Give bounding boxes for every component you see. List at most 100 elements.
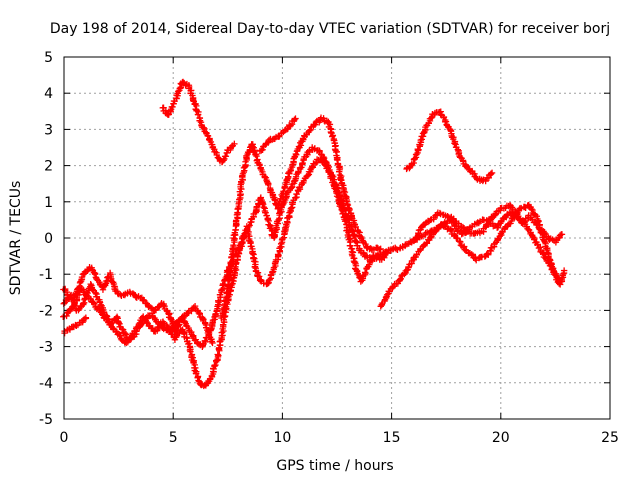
data-point	[91, 270, 99, 278]
data-point	[487, 170, 495, 177]
plot-frame	[63, 56, 611, 420]
data-point	[459, 223, 467, 231]
data-point	[265, 279, 272, 286]
data-point	[344, 200, 351, 208]
data-point	[115, 319, 123, 327]
data-point	[401, 270, 408, 278]
data-point	[346, 206, 353, 214]
data-point	[547, 262, 555, 270]
data-point	[159, 324, 167, 331]
data-point	[383, 291, 391, 298]
data-point	[361, 269, 369, 276]
data-point	[420, 242, 427, 250]
data-point	[507, 202, 514, 210]
data-point	[336, 168, 343, 175]
data-point	[298, 164, 305, 171]
data-point	[92, 289, 99, 296]
y-tick-label: -4	[39, 376, 53, 392]
data-point	[447, 226, 455, 233]
data-point	[257, 165, 264, 172]
data-point	[437, 111, 444, 118]
data-point	[451, 140, 458, 147]
y-tick-label: 1	[44, 195, 53, 211]
data-point	[194, 374, 201, 381]
y-tick-label: 2	[44, 159, 53, 175]
data-point	[264, 280, 271, 287]
x-tick-label: 10	[273, 430, 291, 446]
y-tick-label: -3	[39, 340, 53, 356]
x-tick-label: 25	[601, 430, 619, 446]
series-track-d	[217, 114, 384, 322]
data-point	[427, 216, 434, 224]
data-point	[219, 321, 227, 329]
data-point	[231, 140, 238, 148]
data-point	[392, 245, 400, 253]
data-point	[560, 270, 567, 278]
series-track-h	[377, 201, 568, 310]
y-tick-label: 4	[44, 86, 53, 102]
data-point	[265, 181, 272, 188]
data-point	[304, 172, 312, 179]
data-point	[528, 205, 535, 213]
data-point	[101, 281, 109, 288]
data-point	[160, 302, 167, 309]
data-point	[80, 300, 87, 307]
data-point	[222, 153, 230, 160]
data-point	[339, 210, 346, 218]
data-point	[292, 115, 299, 122]
data-point	[275, 216, 282, 223]
data-point	[218, 287, 225, 294]
series-track-j	[60, 284, 216, 347]
data-point	[440, 113, 448, 121]
data-point	[280, 188, 287, 195]
data-point	[230, 241, 237, 249]
data-point	[181, 319, 188, 326]
data-point	[200, 124, 207, 131]
x-tick-label: 15	[383, 430, 401, 446]
data-point	[556, 278, 563, 285]
data-point	[236, 244, 243, 251]
data-point	[212, 361, 219, 369]
grid-layer	[64, 57, 610, 419]
data-point	[140, 296, 147, 304]
data-point	[333, 193, 341, 200]
data-point	[90, 299, 97, 306]
data-point	[204, 326, 211, 334]
data-point	[558, 231, 566, 238]
series-track-g	[403, 108, 496, 185]
y-tick-label: -1	[39, 267, 53, 283]
data-point	[355, 228, 362, 235]
data-point	[279, 235, 286, 243]
marks-layer	[60, 78, 568, 390]
data-point	[488, 169, 496, 177]
data-point	[229, 257, 236, 265]
data-point	[223, 289, 230, 297]
data-point	[482, 177, 489, 185]
data-point	[291, 116, 298, 123]
data-point	[468, 251, 475, 258]
data-point	[214, 351, 221, 358]
data-point	[99, 286, 107, 293]
data-point	[121, 329, 129, 337]
y-tick-label: 0	[44, 231, 53, 247]
tick-layer: 0 5 10 15 20 25 -5 -4 -3 -2 -1 0 1 2 3 4 5	[39, 50, 619, 446]
x-axis-label: GPS time / hours	[276, 458, 393, 474]
data-point	[292, 194, 299, 202]
data-point	[560, 267, 568, 274]
data-point	[260, 203, 267, 211]
data-point	[415, 229, 422, 237]
data-point	[331, 185, 338, 192]
x-tick-label: 20	[492, 430, 510, 446]
data-point	[255, 273, 263, 280]
data-point	[352, 223, 359, 231]
data-point	[286, 121, 293, 129]
series-track-f	[256, 115, 299, 155]
x-tick-label: 5	[169, 430, 178, 446]
data-point	[82, 314, 90, 321]
y-tick-label: -5	[39, 412, 53, 428]
data-point	[167, 107, 174, 114]
data-point	[208, 338, 215, 345]
data-point	[272, 227, 279, 234]
